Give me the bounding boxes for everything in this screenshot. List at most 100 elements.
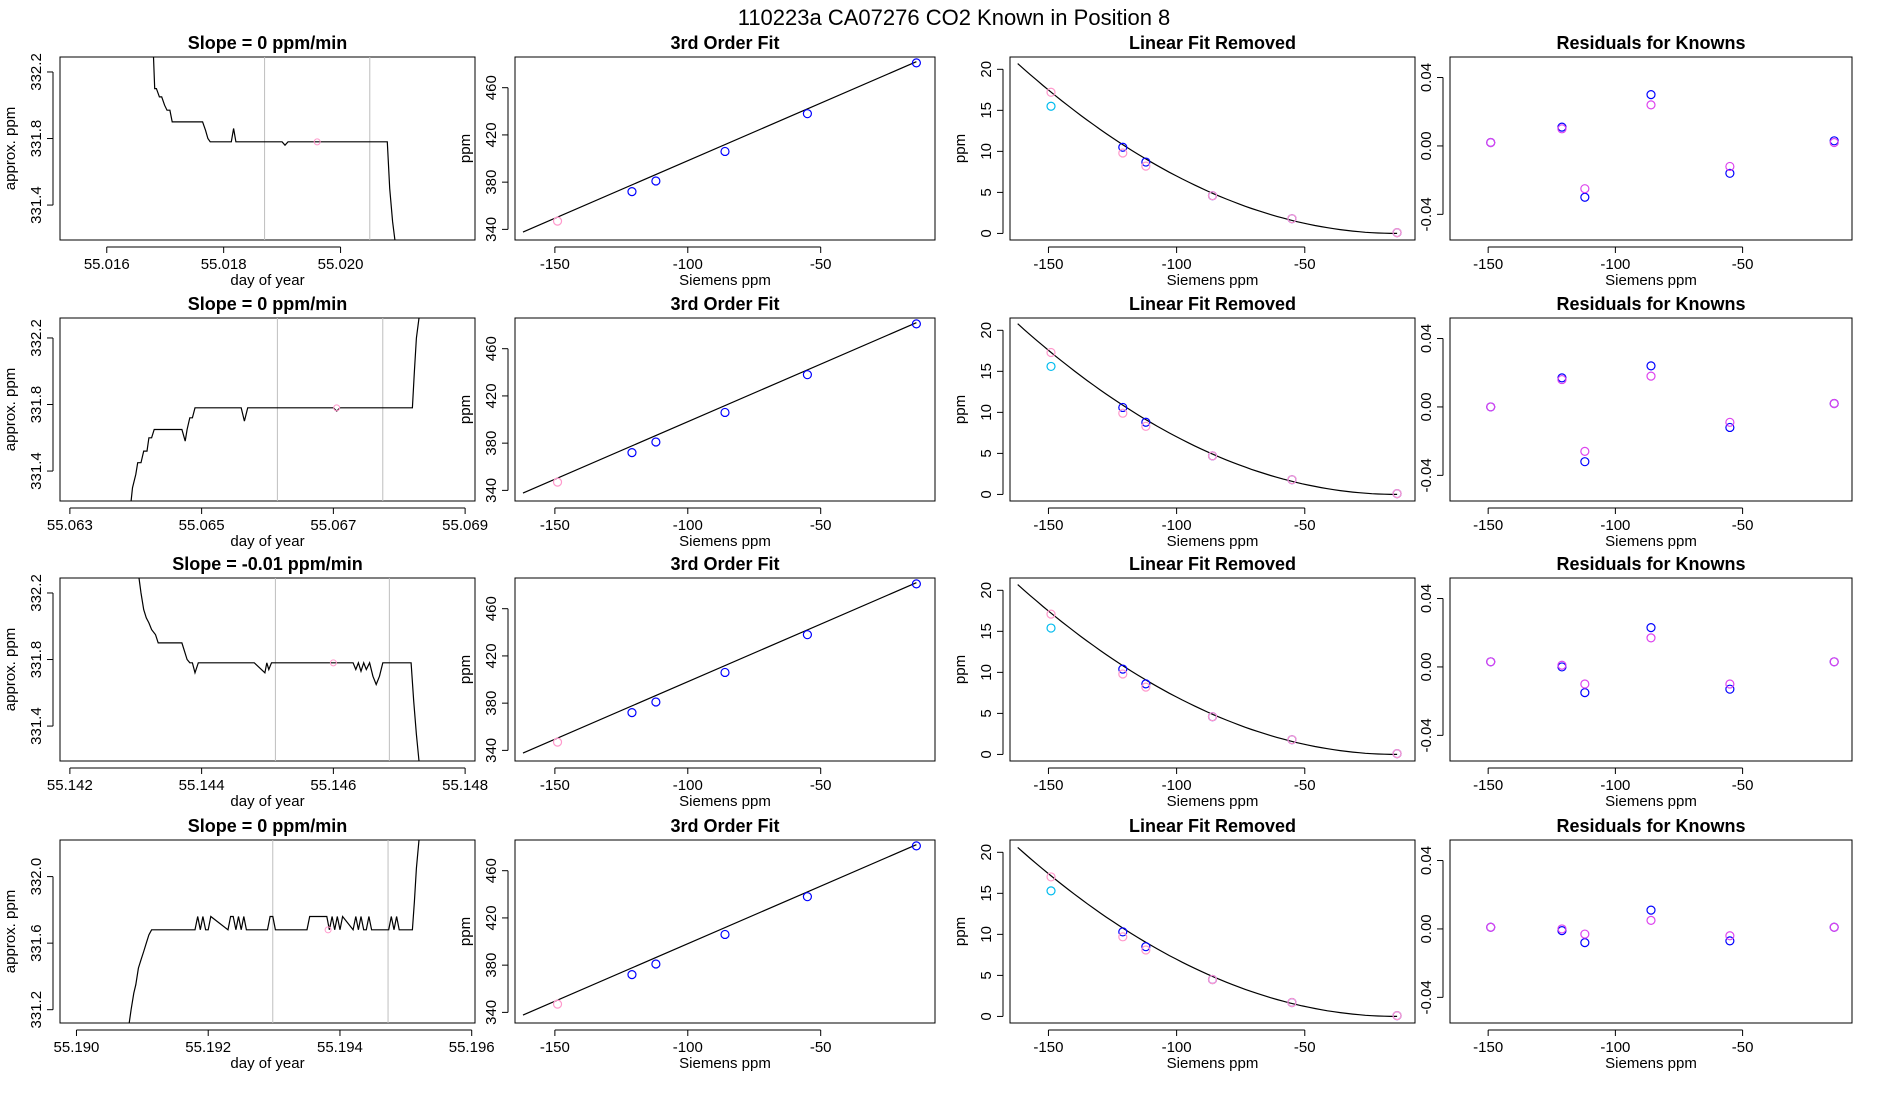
data-point (1580, 687, 1590, 698)
panel-title: Residuals for Knowns (1556, 33, 1745, 53)
y-tick-label: -0.04 (1418, 718, 1435, 752)
data-point (651, 697, 661, 707)
y-tick-label: 420 (483, 383, 500, 408)
data-point (1046, 609, 1056, 619)
plot-data (1017, 63, 1402, 238)
y-tick-label: 460 (483, 596, 500, 621)
y-tick-label: -0.04 (1418, 197, 1435, 231)
data-point (1141, 421, 1151, 431)
y-axis-label: ppm (952, 917, 969, 946)
y-tick-label: 420 (483, 643, 500, 668)
ppm-trace-line (128, 840, 420, 1023)
x-tick-label: -50 (1732, 1039, 1754, 1056)
data-point (1046, 87, 1056, 97)
x-tick-label: -150 (1473, 777, 1503, 794)
panel-linrem-4: Linear Fit Removed -150 -100 -50 Siemens ppm… (952, 816, 1416, 1072)
y-tick-label: 340 (483, 478, 500, 503)
x-tick-label: 55.067 (310, 517, 356, 534)
data-point (1287, 214, 1297, 224)
panel-title: 3rd Order Fit (670, 294, 779, 314)
x-axis-label: Siemens ppm (679, 533, 771, 550)
fit-curve-line (522, 61, 917, 233)
x-tick-label: -150 (1033, 777, 1063, 794)
data-point (1046, 872, 1056, 882)
x-tick-label: 55.069 (442, 517, 488, 534)
data-point (720, 407, 730, 418)
data-point (1829, 922, 1839, 932)
ppm-trace-line (138, 578, 420, 761)
data-point (1580, 192, 1590, 202)
y-tick-label: 15 (978, 102, 995, 119)
panel-fit3-2: 3rd Order Fit -150 -100 -50 Siemens ppm 340 38… (457, 294, 936, 550)
plot-data (1486, 905, 1839, 948)
x-axis-label: Siemens ppm (679, 1055, 771, 1072)
data-point (1557, 374, 1567, 385)
x-tick-label: 55.192 (185, 1039, 231, 1056)
y-tick-label: 15 (978, 623, 995, 640)
panel-linrem-1: Linear Fit Removed -150 -100 -50 Siemens ppm… (952, 33, 1416, 289)
data-point (1207, 712, 1218, 722)
panel-title: Linear Fit Removed (1129, 554, 1296, 574)
x-tick-label: -50 (1732, 517, 1754, 534)
data-point (1118, 927, 1128, 937)
plot-frame (1009, 839, 1416, 1024)
y-tick-label: 5 (978, 188, 995, 196)
x-tick-label: -100 (1600, 1039, 1630, 1056)
data-point (1141, 161, 1151, 171)
data-point (552, 216, 563, 226)
data-point (1646, 371, 1656, 381)
x-axis-label: day of year (230, 793, 304, 810)
data-point (1580, 446, 1590, 457)
data-point (1392, 228, 1402, 238)
y-tick-label: 331.6 (28, 924, 45, 962)
x-axis-label: Siemens ppm (1605, 1055, 1697, 1072)
x-axis-label: Siemens ppm (679, 272, 771, 289)
x-tick-label: 55.063 (47, 517, 93, 534)
panel-resid-3: Residuals for Knowns -150 -100 -50 Siemens p… (1418, 554, 1853, 810)
y-tick-label: 10 (978, 926, 995, 943)
fit-curve-line (1017, 846, 1398, 1018)
plot-frame (1449, 577, 1853, 762)
plot-data (522, 319, 921, 494)
data-point (1141, 945, 1151, 955)
panel-title: 3rd Order Fit (670, 816, 779, 836)
plot-frame (514, 317, 936, 502)
plot-data (128, 840, 420, 1023)
x-tick-label: -100 (673, 517, 703, 534)
y-tick-label: 5 (978, 449, 995, 457)
data-point (552, 737, 563, 747)
y-axis-label: approx. ppm (2, 368, 19, 451)
data-point (1118, 932, 1128, 942)
data-point (1207, 974, 1218, 985)
x-tick-label: 55.196 (449, 1039, 495, 1056)
x-tick-label: 55.194 (317, 1039, 363, 1056)
x-tick-label: -150 (540, 1039, 570, 1056)
y-tick-label: 331.8 (28, 120, 45, 158)
data-point (627, 969, 637, 980)
x-axis-label: day of year (230, 272, 304, 289)
data-point (1046, 101, 1056, 111)
data-point (651, 437, 661, 447)
x-tick-label: -50 (810, 777, 832, 794)
data-point (1287, 997, 1297, 1008)
y-tick-label: 0.04 (1418, 846, 1435, 875)
plot-frame (1449, 317, 1853, 502)
x-tick-label: 55.020 (318, 256, 364, 273)
y-tick-label: 460 (483, 858, 500, 883)
y-axis-label: approx. ppm (2, 107, 19, 190)
data-point (1646, 90, 1656, 100)
data-point (1725, 931, 1735, 941)
panel-resid-2: Residuals for Knowns -150 -100 -50 Siemens p… (1418, 294, 1853, 550)
x-tick-label: -100 (673, 1039, 703, 1056)
plot-data (522, 58, 921, 233)
data-point (911, 579, 921, 589)
y-axis-label: ppm (952, 134, 969, 163)
x-tick-label: -100 (1162, 517, 1192, 534)
panel-time-1: Slope = 0 ppm/min 55.016 55.018 55.020 day o… (2, 33, 476, 289)
plot-data (1486, 90, 1839, 202)
panel-resid-4: Residuals for Knowns -150 -100 -50 Siemens p… (1418, 816, 1853, 1072)
y-tick-label: 10 (978, 664, 995, 681)
plot-data (1017, 846, 1402, 1021)
panel-title: 3rd Order Fit (670, 33, 779, 53)
